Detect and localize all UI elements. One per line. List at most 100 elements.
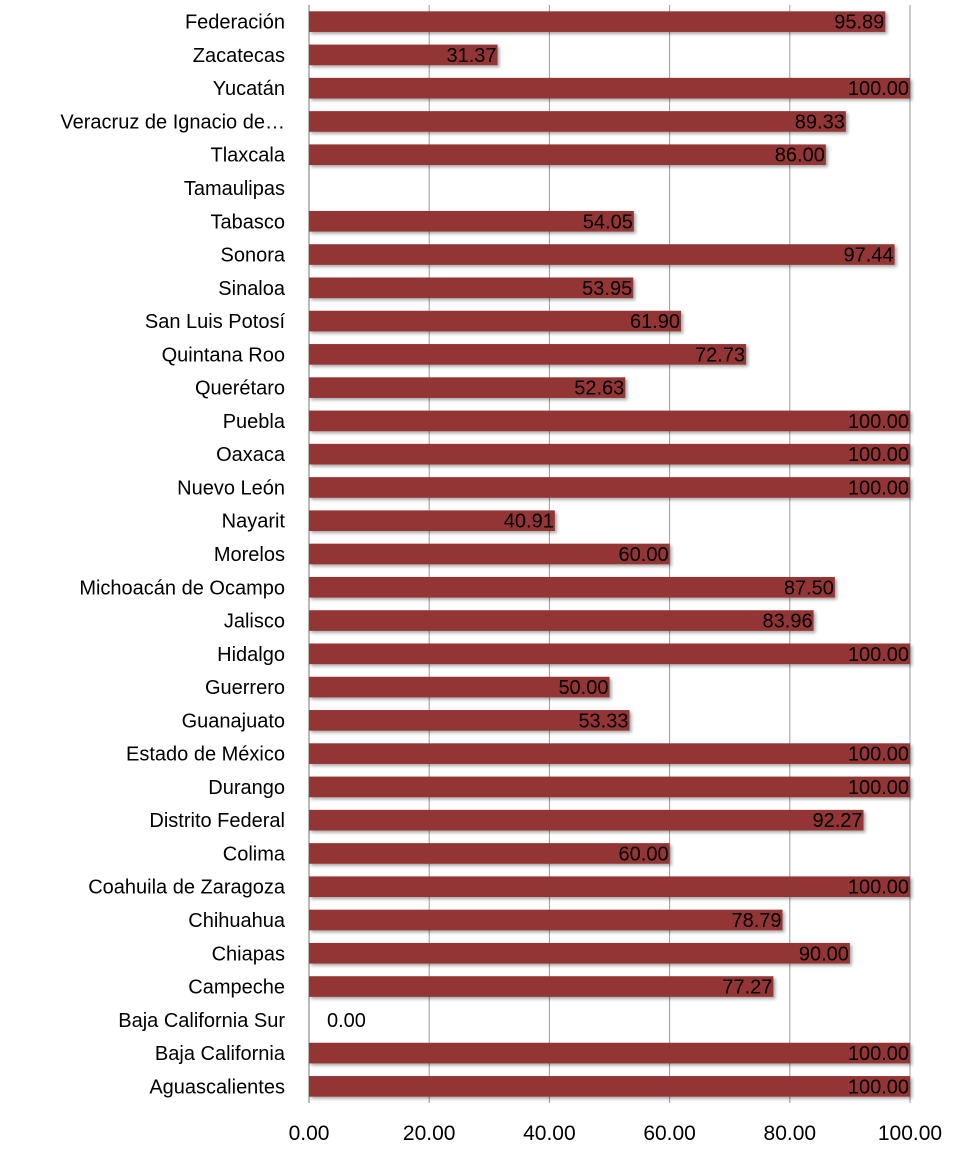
bar [309,77,910,99]
data-label: 31.37 [446,45,496,67]
bar [309,610,814,631]
category-label: Coahuila de Zaragoza [88,877,286,899]
category-label: Baja California Sur [118,1010,285,1032]
bar [309,344,747,365]
category-label: Querétaro [195,378,285,400]
x-tick-label: 60.00 [643,1122,696,1145]
data-label: 100.00 [848,444,909,466]
category-label: Puebla [223,411,286,433]
data-label: 90.00 [799,943,849,965]
data-label: 61.90 [630,311,680,333]
category-label: San Luis Potosí [145,311,286,333]
category-label: Chihuahua [188,910,286,932]
x-tick-label: 40.00 [523,1122,576,1145]
data-label: 52.63 [574,378,624,400]
category-label: Jalisco [224,611,285,633]
bar [309,909,783,931]
category-label: Nuevo León [177,477,285,499]
bar [309,443,910,465]
data-label: 95.89 [834,12,884,34]
data-label: 100.00 [848,777,909,799]
data-label: 97.44 [844,245,894,267]
category-label: Zacatecas [193,45,285,67]
bar [309,1042,910,1064]
bar [309,477,910,498]
x-tick-label: 20.00 [403,1122,456,1145]
category-label: Veracruz de Ignacio de… [60,111,285,133]
category-label: Yucatán [213,78,285,100]
data-label: 53.95 [582,278,632,300]
bar [309,44,498,66]
bar [309,809,864,831]
data-label: 100.00 [848,78,909,100]
bar [309,144,826,166]
data-label: 86.00 [775,145,825,167]
bar [309,743,910,764]
bar [309,576,835,598]
category-label: Nayarit [222,511,286,533]
bar [309,776,910,798]
bar [309,676,610,698]
bar [309,510,555,532]
bar [309,410,910,432]
bar [309,976,774,997]
x-axis-tick-labels: 0.00 20.00 40.00 60.00 80.00 100.00 [289,1122,943,1145]
data-label: 77.27 [722,977,772,999]
category-label: Sinaloa [218,278,286,300]
bar [309,643,910,665]
category-label: Hidalgo [217,644,285,666]
bar [309,543,670,565]
data-label: 60.00 [619,544,669,566]
category-label: Chiapas [212,943,285,965]
bar [309,876,910,898]
category-labels: Federación Zacatecas Yucatán Veracruz de Ig… [60,12,285,1099]
category-label: Distrito Federal [149,810,285,832]
category-label: Estado de México [126,744,285,766]
data-label: 53.33 [578,710,628,732]
category-label: Morelos [214,544,285,566]
data-label: 78.79 [731,910,781,932]
x-tick-label: 0.00 [289,1122,330,1145]
data-label: 92.27 [812,810,862,832]
category-label: Tamaulipas [184,178,285,200]
data-label: 54.05 [583,211,633,233]
category-label: Colima [223,843,286,865]
data-label: 83.96 [763,611,813,633]
category-label: Oaxaca [216,444,286,466]
data-label: 50.00 [558,677,608,699]
x-tick-label: 80.00 [764,1122,817,1145]
data-label: 40.91 [504,511,554,533]
category-label: Durango [208,777,285,799]
category-label: Quintana Roo [162,344,285,366]
bar [309,111,846,132]
bar [309,377,626,398]
bar [309,942,850,964]
category-label: Guerrero [205,677,285,699]
category-label: Tlaxcala [211,145,286,167]
x-tick-label: 100.00 [878,1122,942,1145]
category-label: Guanajuato [182,710,285,732]
data-labels: 95.8931.37100.0089.3386.0054.0597.4453.9… [327,12,909,1099]
data-label: 100.00 [848,644,909,666]
bar [309,710,630,731]
data-label: 89.33 [795,111,845,133]
category-label: Sonora [221,245,286,267]
data-label: 100.00 [848,877,909,899]
data-label: 100.00 [848,1043,909,1065]
data-label: 100.00 [848,477,909,499]
category-label: Campeche [188,977,285,999]
data-label: 60.00 [619,843,669,865]
data-label: 87.50 [784,577,834,599]
data-label: 0.00 [327,1010,366,1032]
bar [309,277,634,299]
data-label: 72.73 [695,344,745,366]
bar [309,843,670,864]
bar [309,310,682,332]
bar [309,11,886,32]
category-label: Michoacán de Ocampo [79,577,285,599]
category-label: Baja California [155,1043,286,1065]
data-label: 100.00 [848,411,909,433]
bar [309,1076,910,1097]
